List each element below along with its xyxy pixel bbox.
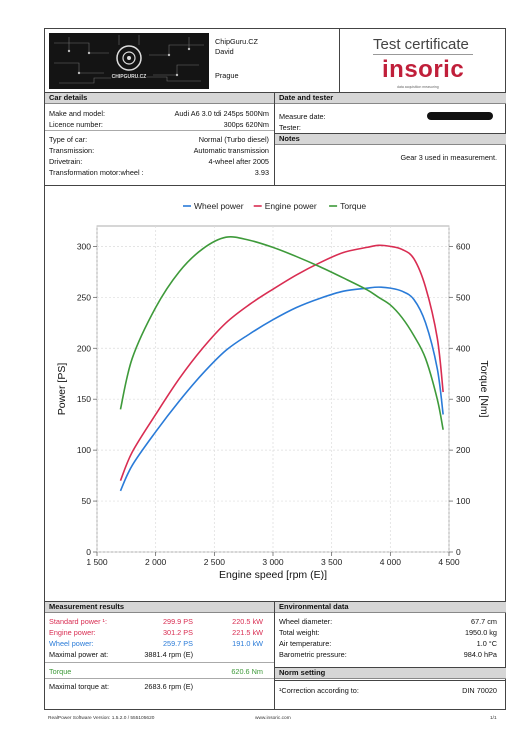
environmental-label: Barometric pressure: bbox=[279, 650, 347, 659]
measurement-label: Torque bbox=[49, 667, 72, 676]
y-left-tick-label: 250 bbox=[77, 292, 91, 302]
x-tick-label: 4 500 bbox=[438, 557, 460, 567]
car-detail-value: Normal (Turbo diesel) bbox=[198, 135, 269, 144]
measurement-value-secondary: 221.5 kW bbox=[232, 628, 263, 637]
dyno-chart: Wheel power Engine power Torque 1 500 2 000… bbox=[56, 201, 490, 581]
car-details-heading: Car details bbox=[45, 93, 274, 104]
certificate-title: Test certificate bbox=[373, 36, 469, 53]
footer-url[interactable]: www.insoric.com bbox=[255, 716, 291, 721]
y-right-tick-label: 300 bbox=[456, 394, 470, 404]
x-tick-label: 4 000 bbox=[380, 557, 402, 567]
measurement-value-secondary: 191.0 kW bbox=[232, 639, 263, 648]
x-tick-label: 2 500 bbox=[204, 557, 226, 567]
car-detail-label: Transmission: bbox=[49, 146, 95, 155]
y-right-tick-label: 600 bbox=[456, 241, 470, 251]
car-detail-value: Automatic transmission bbox=[193, 146, 269, 155]
notes-text: Gear 3 used in measurement. bbox=[400, 153, 497, 162]
y-right-tick-label: 100 bbox=[456, 496, 470, 506]
chipguru-logo: CHIPGURU.CZ bbox=[49, 33, 209, 89]
car-detail-label: Drivetrain: bbox=[49, 157, 83, 166]
norm-value: DIN 70020 bbox=[462, 686, 497, 695]
redacted-date bbox=[427, 112, 493, 120]
car-detail-value: Audi A6 3.0 tdi 245ps 500Nm bbox=[174, 109, 269, 118]
date-tester-heading: Date and tester bbox=[275, 93, 506, 104]
environmental-value: 1.0 °C bbox=[476, 639, 497, 648]
environmental-label: Total weight: bbox=[279, 628, 320, 637]
y-left-tick-label: 150 bbox=[77, 394, 91, 404]
logo-text: CHIPGURU.CZ bbox=[112, 74, 147, 80]
y-left-tick-label: 0 bbox=[86, 547, 91, 557]
environmental-value: 67.7 cm bbox=[471, 617, 497, 626]
y-left-tick-label: 300 bbox=[77, 241, 91, 251]
y-right-tick-label: 0 bbox=[456, 547, 461, 557]
norm-label: ¹Correction according to: bbox=[279, 686, 359, 695]
company-name: ChipGuru.CZ bbox=[215, 37, 258, 46]
car-detail-label: Licence number: bbox=[49, 120, 103, 129]
person-name: David bbox=[215, 47, 234, 56]
legend-label: Engine power bbox=[265, 201, 317, 211]
measurement-value-primary: 259.7 PS bbox=[162, 639, 193, 648]
x-tick-label: 2 000 bbox=[145, 557, 167, 567]
notes-heading: Notes bbox=[275, 134, 506, 145]
measurement-value-secondary: 620.6 Nm bbox=[231, 667, 263, 676]
y-right-tick-label: 400 bbox=[456, 343, 470, 353]
measurement-label: Standard power ¹: bbox=[49, 617, 108, 626]
measurement-value-primary: 301.2 PS bbox=[162, 628, 193, 637]
environmental-value: 1950.0 kg bbox=[464, 628, 497, 637]
footer-page: 1/1 bbox=[490, 716, 497, 721]
measurement-value-secondary: 220.5 kW bbox=[232, 617, 263, 626]
logo-graphic: CHIPGURU.CZ bbox=[49, 33, 209, 89]
plot-area bbox=[96, 225, 450, 553]
y-left-axis-label: Power [PS] bbox=[56, 363, 68, 416]
measurement-value-primary: 299.9 PS bbox=[162, 617, 193, 626]
measurement-results-heading: Measurement results bbox=[45, 602, 274, 613]
chart-axes: 1 500 2 000 2 500 3 000 3 500 4 000 4 50005010… bbox=[56, 241, 490, 581]
legend-label: Torque bbox=[340, 201, 366, 211]
measurement-label: Maximal torque at: bbox=[49, 682, 110, 691]
y-right-tick-label: 200 bbox=[456, 445, 470, 455]
measurement-value-primary: 2683.6 rpm (E) bbox=[144, 682, 193, 691]
y-right-tick-label: 500 bbox=[456, 292, 470, 302]
x-tick-label: 3 500 bbox=[321, 557, 343, 567]
city-name: Prague bbox=[215, 71, 239, 80]
certificate-frame: CHIPGURU.CZ ChipGuru.CZ David Prague Tes… bbox=[44, 28, 506, 710]
car-detail-value: 4-wheel after 2005 bbox=[208, 157, 269, 166]
tester-label: Tester: bbox=[279, 123, 301, 132]
x-axis-label: Engine speed [rpm (E)] bbox=[219, 569, 327, 581]
environmental-value: 984.0 hPa bbox=[463, 650, 497, 659]
environmental-heading: Environmental data bbox=[275, 602, 506, 613]
norm-heading: Norm setting bbox=[275, 668, 506, 679]
series-line-wheel-power bbox=[119, 286, 444, 492]
y-left-tick-label: 50 bbox=[82, 496, 92, 506]
environmental-label: Air temperature: bbox=[279, 639, 332, 648]
measurement-label: Engine power: bbox=[49, 628, 96, 637]
car-detail-value: 3.93 bbox=[254, 168, 269, 177]
x-tick-label: 3 000 bbox=[262, 557, 284, 567]
chart-series bbox=[119, 236, 444, 492]
car-detail-value: 300ps 620Nm bbox=[223, 120, 269, 129]
legend-label: Wheel power bbox=[194, 201, 244, 211]
car-detail-label: Make and model: bbox=[49, 109, 105, 118]
chart-legend: Wheel power Engine power Torque bbox=[183, 201, 366, 211]
measurement-value-primary: 3881.4 rpm (E) bbox=[144, 650, 193, 659]
measurement-label: Maximal power at: bbox=[49, 650, 109, 659]
series-line-engine-power bbox=[119, 244, 444, 481]
insoric-logo: insoric bbox=[382, 56, 465, 83]
insoric-tagline: data acquisition measuring bbox=[397, 85, 439, 89]
car-detail-label: Transformation motor:wheel : bbox=[49, 168, 144, 177]
environmental-label: Wheel diameter: bbox=[279, 617, 333, 626]
y-right-axis-label: Torque [Nm] bbox=[478, 360, 490, 417]
footer-software: RealPower Software Version: 1.5.2.0 / 55… bbox=[48, 716, 155, 721]
x-tick-label: 1 500 bbox=[86, 557, 108, 567]
series-line-torque bbox=[119, 236, 444, 430]
car-detail-label: Type of car: bbox=[49, 135, 88, 144]
y-left-tick-label: 200 bbox=[77, 343, 91, 353]
chart-grid bbox=[96, 225, 450, 553]
measurement-label: Wheel power: bbox=[49, 639, 94, 648]
y-left-tick-label: 100 bbox=[77, 445, 91, 455]
measure-date-label: Measure date: bbox=[279, 112, 326, 121]
